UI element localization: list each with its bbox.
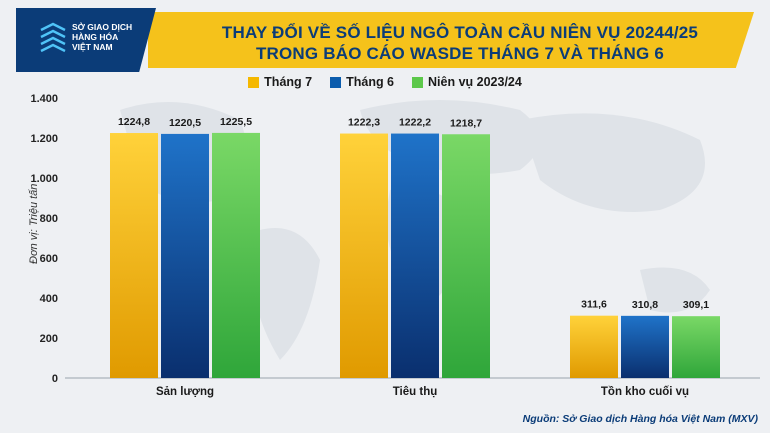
bar-3-1 [212, 132, 260, 378]
y-tick-label: 0 [52, 373, 58, 385]
y-tick-label: 400 [40, 293, 58, 305]
data-label: 311,6 [581, 299, 607, 311]
legend-swatch [330, 76, 342, 88]
data-label: 310,8 [632, 299, 658, 311]
y-axis-label: Đơn vị: Triệu tấn [28, 183, 40, 264]
legend-label: Tháng 6 [346, 75, 395, 89]
logo-line-3: VIỆT NAM [72, 42, 113, 52]
legend-label: Niên vụ 2023/24 [428, 75, 522, 89]
logo-line-1: SỞ GIAO DỊCH [72, 22, 133, 32]
bar-2-1 [161, 133, 209, 378]
bar-1-1 [110, 133, 158, 378]
legend: Tháng 7 Tháng 6 Niên vụ 2023/24 [0, 75, 770, 89]
bar-1-3 [570, 315, 618, 378]
x-tick-label: Tiêu thụ [393, 386, 438, 398]
title-banner [148, 12, 754, 68]
bar-3-3 [672, 316, 720, 378]
data-label: 1224,8 [118, 116, 150, 128]
mxv-logo-icon [40, 22, 66, 53]
bar-2-3 [621, 315, 669, 378]
y-tick-label: 200 [40, 333, 58, 345]
data-label: 1222,2 [399, 117, 431, 129]
x-tick-label: Tồn kho cuối vụ [601, 386, 689, 398]
data-label: 1225,5 [220, 116, 252, 128]
data-label: 1218,7 [450, 117, 482, 129]
title-line-2: TRONG BÁO CÁO WASDE THÁNG 7 VÀ THÁNG 6 [255, 44, 665, 63]
y-tick-label: 1.000 [30, 173, 58, 185]
legend-swatch [412, 76, 424, 88]
legend-item-thang-6: Tháng 6 [330, 75, 394, 89]
data-label: 309,1 [683, 299, 709, 311]
legend-item-thang-7: Tháng 7 [248, 75, 312, 89]
x-tick-label: Sản lượng [156, 386, 214, 398]
chart-title: THAY ĐỔI VỀ SỐ LIỆU NGÔ TOÀN CẦU NIÊN VỤ… [190, 22, 730, 64]
legend-label: Tháng 7 [264, 75, 313, 89]
legend-item-nien-vu: Niên vụ 2023/24 [412, 75, 522, 89]
y-tick-label: 1.400 [30, 93, 58, 105]
bar-3-2 [442, 134, 490, 378]
data-label: 1222,3 [348, 117, 380, 129]
legend-swatch [248, 76, 260, 88]
bar-1-2 [340, 133, 388, 378]
header: SỞ GIAO DỊCH HÀNG HÓA VIỆT NAM THAY ĐỔI … [0, 8, 770, 72]
logo-line-2: HÀNG HÓA [72, 32, 119, 42]
y-tick-label: 600 [40, 253, 58, 265]
logo: SỞ GIAO DỊCH HÀNG HÓA VIỆT NAM [16, 8, 156, 72]
y-tick-label: 1.200 [30, 133, 58, 145]
bar-2-2 [391, 133, 439, 378]
data-label: 1220,5 [169, 117, 201, 129]
source-note: Nguồn: Sở Giao dịch Hàng hóa Việt Nam (M… [522, 413, 758, 425]
y-tick-label: 800 [40, 213, 58, 225]
title-line-1: THAY ĐỔI VỀ SỐ LIỆU NGÔ TOÀN CẦU NIÊN VỤ… [221, 23, 699, 42]
